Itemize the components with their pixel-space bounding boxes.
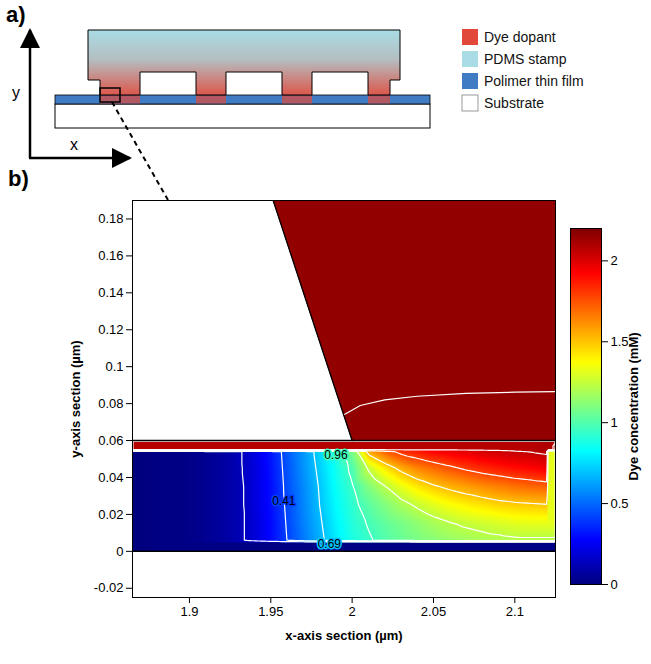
svg-text:0.69: 0.69 [318, 537, 342, 551]
svg-text:2.05: 2.05 [421, 604, 446, 619]
svg-text:0.16: 0.16 [98, 248, 123, 263]
svg-text:0: 0 [116, 543, 123, 558]
svg-text:0.1: 0.1 [105, 359, 123, 374]
svg-text:b): b) [8, 166, 29, 191]
svg-text:Substrate: Substrate [484, 95, 544, 111]
svg-text:y-axis section (µm): y-axis section (µm) [68, 340, 83, 457]
svg-text:Dye concentration (mM): Dye concentration (mM) [626, 332, 641, 480]
svg-text:2.1: 2.1 [506, 604, 524, 619]
svg-text:y: y [12, 84, 20, 101]
svg-text:2: 2 [349, 604, 356, 619]
svg-text:Dye dopant: Dye dopant [484, 29, 556, 45]
svg-text:0.96: 0.96 [324, 448, 348, 462]
svg-text:1: 1 [611, 415, 618, 430]
svg-text:0.04: 0.04 [98, 470, 123, 485]
svg-text:0.06: 0.06 [98, 433, 123, 448]
svg-text:x-axis section (µm): x-axis section (µm) [285, 628, 402, 643]
svg-text:a): a) [6, 2, 26, 27]
svg-text:0.08: 0.08 [98, 396, 123, 411]
svg-text:-0.02: -0.02 [94, 580, 124, 595]
svg-text:1.95: 1.95 [258, 604, 283, 619]
svg-text:0.14: 0.14 [98, 285, 123, 300]
svg-text:0: 0 [611, 577, 618, 592]
svg-text:1.9: 1.9 [180, 604, 198, 619]
svg-text:Polimer thin film: Polimer thin film [484, 73, 584, 89]
svg-text:1.5: 1.5 [610, 333, 629, 349]
svg-text:0.5: 0.5 [611, 496, 629, 511]
svg-text:PDMS stamp: PDMS stamp [484, 51, 567, 67]
svg-text:x: x [70, 136, 78, 153]
svg-text:2: 2 [611, 253, 618, 268]
svg-text:0.12: 0.12 [98, 322, 123, 337]
svg-text:0.18: 0.18 [98, 211, 123, 226]
svg-text:0.41: 0.41 [272, 494, 296, 508]
svg-text:0.02: 0.02 [98, 507, 123, 522]
